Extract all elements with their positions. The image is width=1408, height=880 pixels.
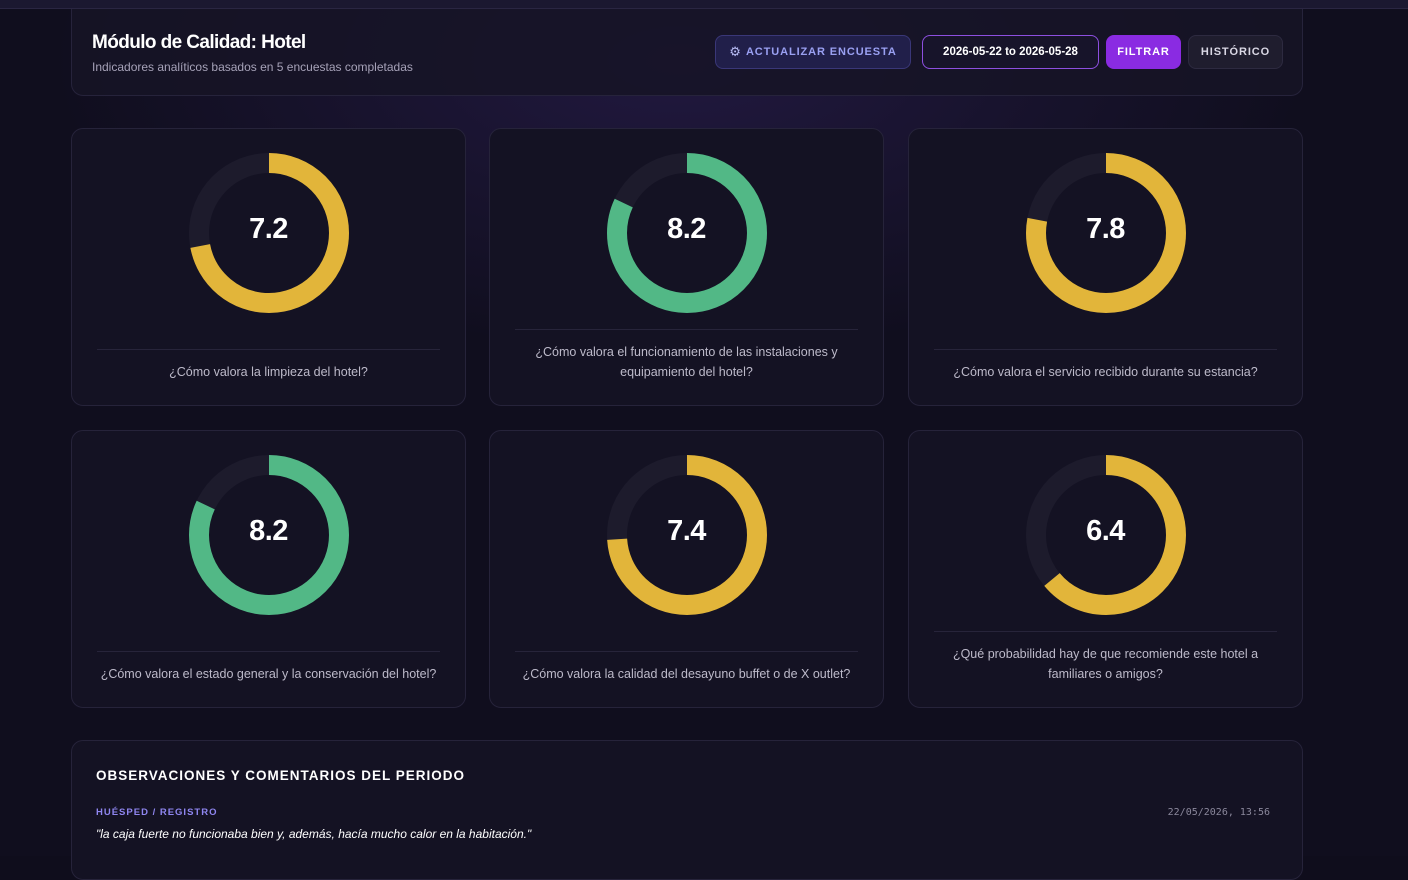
ring-value-arc	[607, 455, 767, 615]
indicator-card: 7.4 ¿Cómo valora la calidad del desayuno…	[489, 430, 884, 708]
comment-text: "la caja fuerte no funcionaba bien y, ad…	[96, 827, 532, 841]
question-text: ¿Cómo valora la limpieza del hotel?	[169, 365, 368, 379]
score-value: 8.2	[249, 515, 288, 547]
question-text: ¿Cómo valora la calidad del desayuno buf…	[522, 667, 851, 681]
score-value: 8.2	[667, 213, 706, 245]
top-bar	[0, 0, 1408, 9]
ring-value-arc	[1026, 153, 1186, 313]
gear-icon: ⚙	[729, 44, 741, 59]
indicator-card: 8.2 ¿Cómo valora el estado general y la …	[71, 430, 466, 708]
score-value: 7.8	[1086, 213, 1125, 245]
indicator-card: 7.2 ¿Cómo valora la limpieza del hotel?	[71, 128, 466, 406]
observations-panel: OBSERVACIONES Y COMENTARIOS DEL PERIODO …	[71, 740, 1303, 880]
card-divider	[934, 631, 1277, 632]
ring-value-arc	[1026, 455, 1186, 615]
card-divider	[515, 329, 858, 330]
indicator-card: 8.2 ¿Cómo valora el funcionamiento de la…	[489, 128, 884, 406]
card-divider	[97, 349, 440, 350]
question-text: ¿Qué probabilidad hay de que recomiende …	[952, 647, 1259, 681]
date-range-input[interactable]: 2026-05-22 to 2026-05-28	[922, 35, 1099, 69]
score-ring	[189, 153, 349, 313]
card-divider	[515, 651, 858, 652]
page-header: Módulo de Calidad: Hotel Indicadores ana…	[71, 9, 1303, 96]
score-ring	[1026, 153, 1186, 313]
ring-value-arc	[189, 153, 349, 313]
filter-button[interactable]: FILTRAR	[1106, 35, 1181, 69]
indicator-card: 6.4 ¿Qué probabilidad hay de que recomie…	[908, 430, 1303, 708]
score-value: 7.2	[249, 213, 288, 245]
question-text: ¿Cómo valora el funcionamiento de las in…	[535, 345, 838, 379]
page-subtitle: Indicadores analíticos basados en 5 encu…	[92, 60, 413, 74]
score-value: 6.4	[1086, 515, 1125, 547]
card-divider	[934, 349, 1277, 350]
score-ring	[607, 455, 767, 615]
ring-value-arc	[607, 153, 767, 313]
score-ring	[189, 455, 349, 615]
observations-title: OBSERVACIONES Y COMENTARIOS DEL PERIODO	[96, 768, 466, 783]
question-text: ¿Cómo valora el estado general y la cons…	[100, 667, 437, 681]
update-survey-button[interactable]: ⚙ ACTUALIZAR ENCUESTA	[715, 35, 911, 69]
score-value: 7.4	[667, 515, 706, 547]
score-ring	[1026, 455, 1186, 615]
update-survey-label: ACTUALIZAR ENCUESTA	[745, 46, 897, 58]
ring-value-arc	[189, 455, 349, 615]
score-ring	[607, 153, 767, 313]
history-button[interactable]: HISTÓRICO	[1188, 35, 1283, 69]
comment-timestamp: 22/05/2026, 13:56	[1167, 807, 1270, 818]
question-text: ¿Cómo valora el servicio recibido durant…	[953, 365, 1258, 379]
card-divider	[97, 651, 440, 652]
page-title: Módulo de Calidad: Hotel	[92, 32, 306, 53]
indicator-card: 7.8 ¿Cómo valora el servicio recibido du…	[908, 128, 1303, 406]
comment-author: HUÉSPED / REGISTRO	[96, 807, 218, 818]
